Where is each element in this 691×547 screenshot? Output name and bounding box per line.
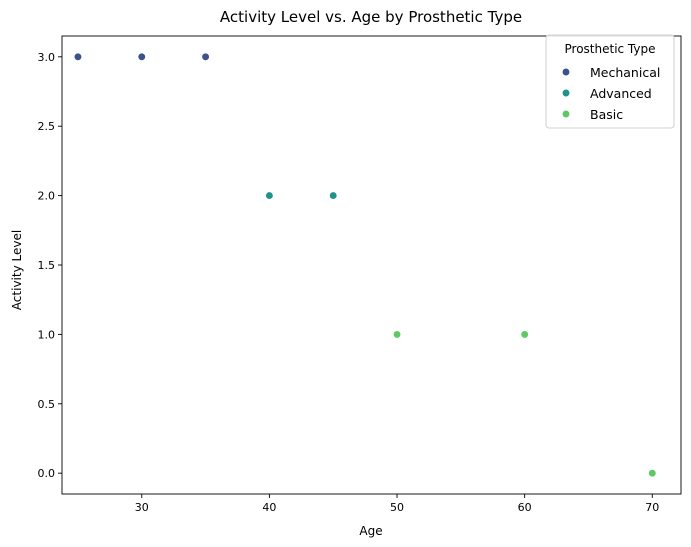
legend-box <box>545 34 675 129</box>
chart-title: Activity Level vs. Age by Prosthetic Typ… <box>220 8 522 26</box>
legend-marker-basic <box>561 109 571 119</box>
data-point-mechanical <box>73 52 83 61</box>
x-tick-label: 30 <box>135 501 149 514</box>
data-point-basic <box>648 469 657 478</box>
y-tick-label: 0.0 <box>38 467 56 480</box>
y-tick-label: 1.5 <box>38 259 56 272</box>
y-axis: 0.0 0.5 1.0 1.5 2.0 2.5 3.0 <box>38 51 62 480</box>
y-tick-label: 2.0 <box>38 190 56 203</box>
y-tick-label: 2.5 <box>38 120 56 133</box>
plot-area <box>73 52 657 478</box>
x-tick-label: 60 <box>518 501 532 514</box>
data-point-basic <box>520 330 529 339</box>
legend-label-basic: Basic <box>590 107 623 122</box>
legend-label-advanced: Advanced <box>590 86 652 101</box>
y-axis-label: Activity Level <box>10 230 24 310</box>
y-tick-label: 0.5 <box>38 398 56 411</box>
x-axis: 30 40 50 60 70 <box>135 494 659 514</box>
legend-marker-mechanical <box>561 67 571 77</box>
x-tick-label: 40 <box>262 501 276 514</box>
data-point-basic <box>392 330 402 339</box>
y-tick-label: 3.0 <box>38 51 56 64</box>
x-tick-label: 70 <box>645 501 659 514</box>
data-point-advanced <box>265 191 274 200</box>
data-point-mechanical <box>201 52 210 61</box>
data-point-mechanical <box>137 52 146 61</box>
legend-marker-advanced <box>561 88 571 98</box>
x-tick-label: 50 <box>390 501 404 514</box>
data-point-advanced <box>329 191 338 200</box>
legend-items: Mechanical Advanced Basic <box>561 65 660 122</box>
legend-title: Prosthetic Type <box>565 42 656 56</box>
legend-label-mechanical: Mechanical <box>590 65 660 80</box>
x-axis-label: Age <box>359 524 382 538</box>
y-tick-label: 1.0 <box>38 328 56 341</box>
legend: Prosthetic Type Mechanical Advanced Basic <box>545 34 675 129</box>
